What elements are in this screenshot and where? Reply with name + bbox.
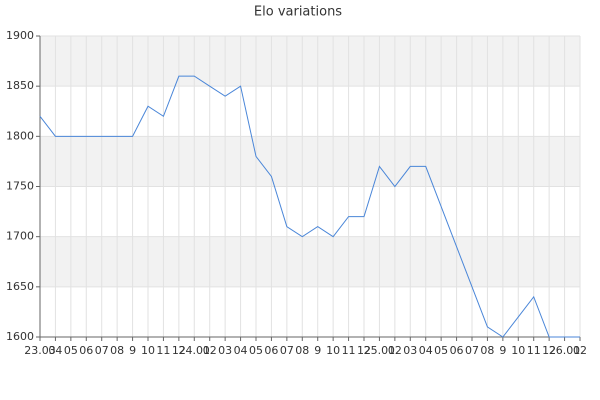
x-tick-label: 02 — [388, 344, 402, 357]
band — [40, 36, 580, 87]
y-tick-label: 1700 — [6, 230, 34, 243]
x-tick-label: 10 — [511, 344, 525, 357]
x-tick-label: 06 — [450, 344, 464, 357]
x-tick-label: 26.01 — [549, 344, 581, 357]
x-tick-label: 08 — [480, 344, 494, 357]
band — [40, 236, 580, 287]
y-tick-label: 1850 — [6, 79, 34, 92]
x-tick-label: 08 — [110, 344, 124, 357]
x-tick-label: 10 — [326, 344, 340, 357]
x-tick-label: 04 — [419, 344, 433, 357]
x-tick-label: 9 — [314, 344, 321, 357]
x-tick-label: 11 — [342, 344, 356, 357]
x-tick-label: 03 — [218, 344, 232, 357]
x-tick-label: 07 — [465, 344, 479, 357]
chart-title: Elo variations — [254, 5, 342, 20]
x-tick-label: 10 — [141, 344, 155, 357]
x-tick-label: 11 — [156, 344, 170, 357]
y-tick-label: 1900 — [6, 29, 34, 42]
y-tick-label: 1800 — [6, 129, 34, 142]
x-tick-label: 9 — [129, 344, 136, 357]
y-tick-label: 1600 — [6, 330, 34, 343]
x-tick-label: 12 — [172, 344, 186, 357]
x-tick-label: 12 — [357, 344, 371, 357]
x-tick-label: 06 — [79, 344, 93, 357]
x-tick-label: 05 — [64, 344, 78, 357]
x-tick-label: 11 — [527, 344, 541, 357]
x-tick-label: 02 — [573, 344, 587, 357]
x-tick-label: 05 — [249, 344, 263, 357]
series-line — [39, 75, 580, 338]
x-tick-label: 03 — [403, 344, 417, 357]
band — [40, 136, 580, 187]
x-tick-label: 07 — [280, 344, 294, 357]
band — [40, 186, 580, 237]
x-tick-label: 25.01 — [364, 344, 396, 357]
x-tick-label: 07 — [95, 344, 109, 357]
x-tick-label: 02 — [203, 344, 217, 357]
x-tick-label: 06 — [264, 344, 278, 357]
x-tick-label: 23.03 — [24, 344, 56, 357]
y-tick-label: 1750 — [6, 180, 34, 193]
x-tick-label: 04 — [48, 344, 62, 357]
x-tick-label: 24.01 — [179, 344, 211, 357]
x-tick-label: 12 — [542, 344, 556, 357]
band — [40, 286, 580, 337]
y-tick-label: 1650 — [6, 280, 34, 293]
x-tick-label: 05 — [434, 344, 448, 357]
x-tick-label: 04 — [234, 344, 248, 357]
band — [40, 86, 580, 137]
x-tick-label: 9 — [499, 344, 506, 357]
x-tick-label: 08 — [295, 344, 309, 357]
